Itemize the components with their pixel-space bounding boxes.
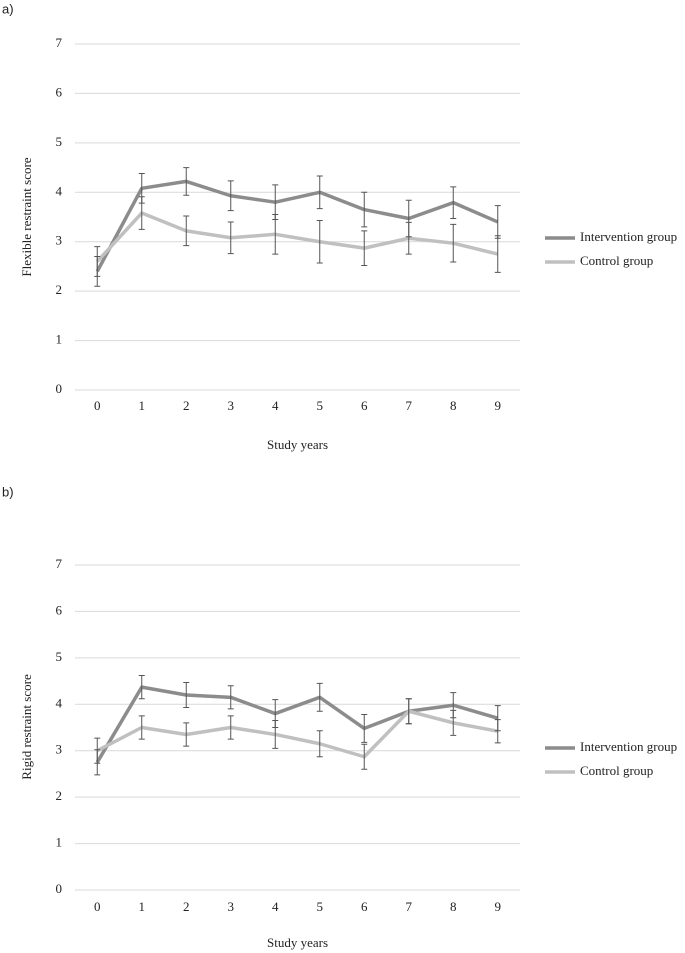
y-axis-title: Flexible restraint score [19,157,34,276]
error-bar [138,196,145,230]
x-tick-label: 5 [317,899,324,914]
error-bar [450,223,457,263]
y-axis-title: Rigid restraint score [19,674,34,780]
x-tick-label: 4 [272,398,279,413]
error-bar [183,681,190,709]
y-tick-label: 3 [56,742,63,757]
y-tick-label: 3 [56,233,63,248]
series-line [95,179,499,273]
error-bar [183,215,190,247]
y-tick-label: 5 [56,134,63,149]
error-bar [450,709,457,736]
x-tick-label: 3 [228,398,235,413]
error-bar [494,235,501,273]
x-tick-label: 2 [183,398,190,413]
legend-label: Control group [580,763,653,778]
series-line [95,211,499,263]
y-tick-label: 4 [56,183,63,198]
series-line [95,685,499,764]
y-tick-label: 0 [56,381,63,396]
x-tick-label: 5 [317,398,324,413]
y-tick-label: 4 [56,695,63,710]
legend-label: Control group [580,253,653,268]
error-bar [405,221,412,255]
x-tick-label: 3 [228,899,235,914]
x-tick-label: 0 [94,398,101,413]
x-tick-label: 4 [272,899,279,914]
x-tick-label: 7 [406,398,413,413]
x-tick-label: 2 [183,899,190,914]
panel-label: a) [2,1,14,16]
error-bar [138,675,145,700]
legend-label: Intervention group [580,229,677,244]
error-bar [361,714,368,743]
error-bar [316,175,323,210]
error-bar [183,722,190,747]
x-tick-label: 8 [450,899,457,914]
y-tick-label: 2 [56,282,63,297]
y-tick-label: 0 [56,881,63,896]
error-bar [316,730,323,758]
error-bar [405,698,412,725]
error-bar [227,715,234,740]
error-bar [227,685,234,710]
error-bar [183,167,190,196]
error-bar [494,719,501,744]
x-axis-title: Study years [267,935,328,950]
error-bar [450,186,457,219]
series-line [96,709,499,759]
error-bar [272,720,279,749]
y-tick-label: 7 [56,35,63,50]
error-bar [227,221,234,255]
x-axis-title: Study years [267,437,328,452]
error-bar [361,230,368,266]
y-tick-label: 1 [56,835,63,850]
legend-label: Intervention group [580,739,677,754]
x-tick-label: 6 [361,398,368,413]
error-bar [361,191,368,228]
x-tick-label: 6 [361,899,368,914]
error-bar [227,180,234,212]
x-tick-label: 9 [495,398,502,413]
error-bar [94,246,101,277]
x-tick-label: 1 [139,899,146,914]
error-bar [316,682,323,712]
y-tick-label: 7 [56,556,63,571]
y-tick-label: 6 [56,602,63,617]
error-bar [138,715,145,740]
y-tick-label: 1 [56,332,63,347]
error-bar [272,214,279,255]
y-tick-label: 2 [56,788,63,803]
error-bar [94,737,101,764]
x-tick-label: 8 [450,398,457,413]
x-tick-label: 0 [94,899,101,914]
error-bar [316,219,323,264]
x-tick-label: 9 [495,899,502,914]
x-tick-label: 1 [139,398,146,413]
y-tick-label: 5 [56,649,63,664]
error-bar [361,743,368,770]
y-tick-label: 6 [56,84,63,99]
panel-label: b) [2,484,14,499]
x-tick-label: 7 [406,899,413,914]
